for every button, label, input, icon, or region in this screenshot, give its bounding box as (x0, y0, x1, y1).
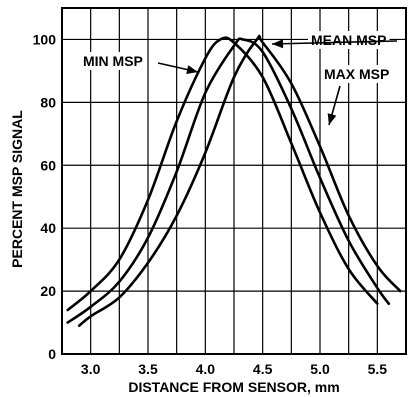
mean-msp-annotation: MEAN MSP (271, 31, 398, 49)
mean-msp-curve (66, 37, 391, 324)
min-msp-curve (66, 36, 379, 312)
y-tick-label: 0 (48, 346, 56, 362)
max-msp-label: MAX MSP (324, 66, 389, 82)
x-tick-label: 3.5 (138, 361, 158, 377)
min-msp-label: MIN MSP (83, 53, 143, 69)
x-tick-label: 3.0 (81, 361, 101, 377)
x-tick-label: 5.0 (310, 361, 330, 377)
max-msp-annotation: MAX MSP (321, 65, 393, 126)
mean-msp-arrowhead (272, 39, 284, 49)
curves (66, 34, 402, 327)
y-tick-label: 40 (40, 220, 56, 236)
max-msp-arrowhead (327, 113, 337, 125)
mean-msp-label-background (308, 31, 390, 49)
min-msp-arrowhead (186, 65, 198, 74)
max-msp-curve (77, 34, 402, 327)
x-tick-label: 4.0 (196, 361, 216, 377)
min-msp-label-background (80, 52, 146, 70)
x-tick-label: 5.5 (368, 361, 388, 377)
mean-msp-leader-line (271, 40, 398, 45)
mean-msp-label: MEAN MSP (311, 32, 386, 48)
y-tick-label: 60 (40, 157, 56, 173)
tick-labels: 3.0 3.5 4.0 4.5 5.0 5.5 0 20 40 60 80 100 (33, 31, 388, 377)
x-tick-label: 4.5 (253, 361, 273, 377)
curve-annotations: MIN MSP MEAN MSP MAX MSP (80, 31, 398, 126)
min-msp-annotation: MIN MSP (80, 52, 199, 74)
plot-frame (61, 7, 407, 355)
y-tick-label: 80 (40, 94, 56, 110)
x-axis-title: DISTANCE FROM SENSOR, mm (128, 379, 339, 395)
max-msp-label-background (321, 65, 393, 83)
y-axis-title: PERCENT MSP SIGNAL (9, 110, 25, 268)
y-tick-label: 100 (33, 31, 57, 47)
y-tick-label: 20 (40, 283, 56, 299)
